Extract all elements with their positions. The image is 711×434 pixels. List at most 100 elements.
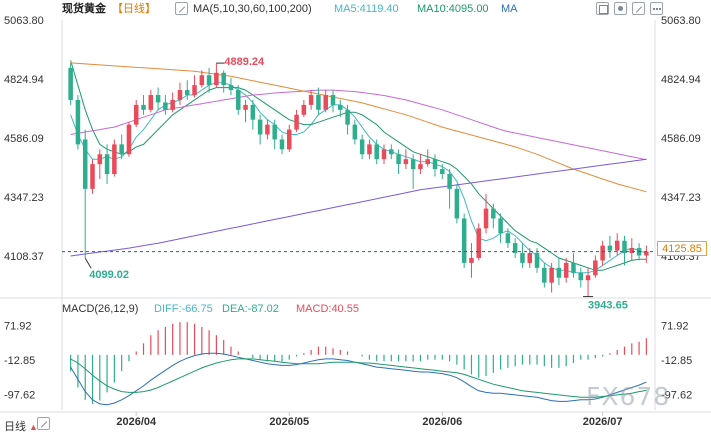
- pencil-icon[interactable]: [175, 2, 188, 15]
- candle-body: [323, 95, 328, 110]
- low2-price-label: 3943.65: [588, 300, 628, 312]
- edit-icon[interactable]: [37, 417, 50, 430]
- candle-body: [396, 154, 401, 165]
- candle-body: [141, 104, 146, 110]
- candle-body: [294, 114, 299, 130]
- macd-tick-label-left: -97.62: [4, 390, 35, 402]
- x-tick-label: 2026/07: [583, 416, 623, 428]
- instrument-title: 现货黄金: [62, 3, 106, 15]
- price-tick-label-right: 4824.94: [661, 74, 701, 86]
- macd-diff-value: DIFF:-66.75: [154, 303, 213, 315]
- candle-body: [381, 149, 387, 160]
- candle-body: [199, 75, 205, 86]
- ma-settings-label[interactable]: MA(5,10,30,60,100,200): [193, 3, 312, 15]
- candle-body: [410, 159, 416, 170]
- macd-tick-label-left: -12.85: [4, 355, 35, 367]
- x-tick-label: 2026/04: [116, 416, 157, 428]
- candle-body: [177, 90, 183, 100]
- candle-body: [614, 240, 620, 251]
- candle-body: [163, 102, 168, 110]
- price-tick-label-left: 4586.09: [4, 133, 44, 145]
- footer-period-selector[interactable]: 日线 ▲: [4, 418, 38, 434]
- macd-dea-line: [70, 358, 647, 398]
- candle-body: [170, 99, 175, 110]
- ma10-line: [70, 60, 647, 271]
- candle-body: [469, 257, 474, 263]
- candle-body: [585, 275, 591, 281]
- ma10-value: MA10:4095.00: [417, 3, 489, 15]
- caret-up-icon: ▲: [29, 422, 38, 432]
- watermark-logo: FX678: [586, 382, 671, 411]
- candle-body: [600, 245, 605, 261]
- candle-body: [228, 85, 234, 91]
- candle-body: [184, 90, 190, 96]
- low1-marker-line: [84, 257, 92, 269]
- candle-body: [126, 124, 132, 155]
- candle-body: [447, 174, 452, 189]
- macd-tick-label-right: -12.85: [661, 355, 692, 367]
- candle-body: [279, 139, 285, 150]
- candle-body: [214, 72, 219, 86]
- candle-body: [257, 119, 263, 135]
- candle-body: [192, 85, 197, 96]
- candle-body: [104, 154, 110, 175]
- candle-body: [534, 253, 540, 268]
- ma5-line: [70, 82, 647, 274]
- candle-body: [454, 188, 460, 219]
- draw-tool-icon[interactable]: [632, 2, 645, 15]
- candle-body: [75, 99, 81, 145]
- candle-body: [549, 267, 554, 283]
- candle-body: [403, 159, 409, 165]
- candle-body: [221, 72, 226, 86]
- candle-body: [352, 124, 358, 140]
- candle-body: [155, 95, 161, 103]
- candle-body: [235, 90, 241, 110]
- macd-histogram-value: MACD:40.55: [296, 303, 359, 315]
- candle-body: [556, 267, 562, 278]
- candle-body: [491, 208, 496, 219]
- ma-more-label[interactable]: MA: [501, 3, 518, 15]
- x-tick-label: 2026/06: [422, 416, 462, 428]
- candle-body: [287, 129, 292, 150]
- candle-body: [374, 144, 379, 160]
- price-tick-label-left: 5063.80: [4, 15, 44, 27]
- price-tick-label-right: 4347.23: [661, 192, 701, 204]
- candle-body: [593, 260, 598, 276]
- footer-period-label: 日线: [4, 421, 26, 433]
- macd-title[interactable]: MACD(26,12,9): [62, 303, 139, 315]
- macd-tick-label-right: 71.92: [661, 320, 689, 332]
- high-price-label: 4889.24: [224, 56, 265, 68]
- ma100-line: [70, 62, 647, 193]
- candle-body: [418, 164, 423, 170]
- candle-body: [206, 75, 212, 86]
- fullscreen-icon[interactable]: [596, 2, 609, 15]
- candle-body: [265, 124, 270, 135]
- candle-body: [629, 248, 635, 254]
- candle-body: [243, 104, 248, 110]
- period-selector[interactable]: 【日线】: [112, 3, 156, 15]
- candle-body: [498, 218, 503, 234]
- chart-toolbar: 现货黄金 【日线】 MA(5,10,30,60,100,200) MA5:411…: [0, 0, 711, 18]
- price-tick-label-left: 4108.37: [4, 251, 44, 263]
- candle-body: [644, 251, 649, 256]
- gear-icon[interactable]: [614, 2, 627, 15]
- price-tick-label-right: 4586.09: [661, 133, 701, 145]
- candle-body: [82, 139, 88, 189]
- candle-body: [425, 159, 430, 165]
- candle-body: [512, 243, 518, 254]
- price-tick-label-left: 4347.23: [4, 192, 44, 204]
- current-price-badge: 4125.85: [657, 241, 707, 256]
- candle-body: [622, 240, 627, 254]
- candle-body: [476, 228, 482, 258]
- candle-body: [571, 262, 576, 273]
- candle-body: [68, 67, 73, 100]
- candle-body: [505, 233, 511, 244]
- candle-body: [330, 95, 336, 105]
- macd-dea-value: DEA:-87.02: [222, 303, 279, 315]
- more-icon[interactable]: [650, 2, 663, 15]
- candle-body: [338, 104, 343, 110]
- candle-body: [301, 104, 307, 115]
- candle-body: [461, 218, 467, 263]
